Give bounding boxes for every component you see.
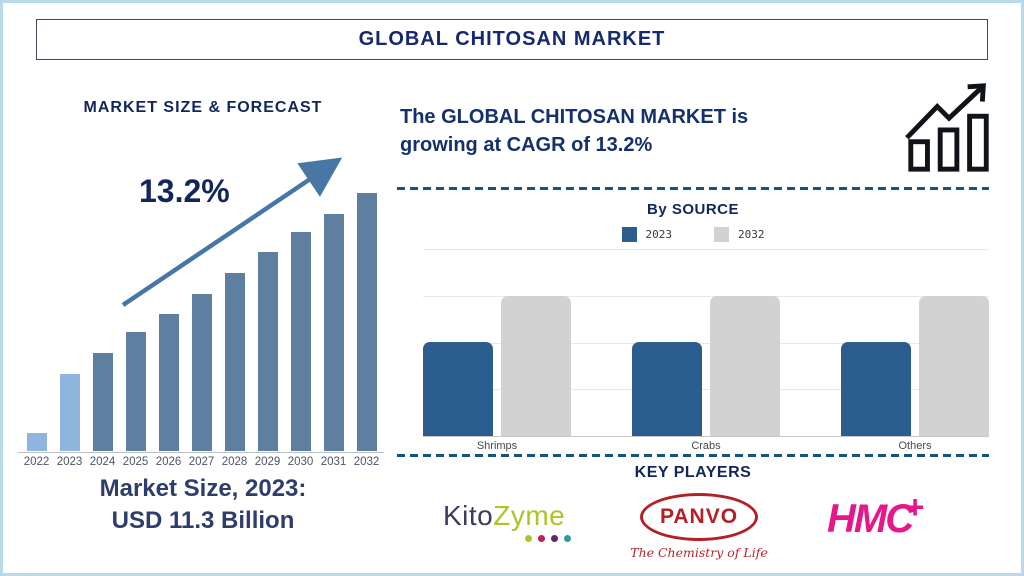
by-source-heading: By SOURCE: [646, 201, 740, 218]
hmc-logo-text: HMC: [827, 497, 914, 541]
page-title: GLOBAL CHITOSAN MARKET: [358, 28, 666, 50]
forecast-x-label: 2026: [155, 456, 182, 468]
kitozyme-dot: [538, 535, 545, 542]
gridline: [423, 296, 989, 297]
dashed-divider-bottom: [397, 454, 989, 457]
bar-chart-rising-arrow-icon: [905, 83, 989, 172]
forecast-bar-column: 2031: [317, 214, 350, 470]
forecast-bar-column: 2026: [152, 314, 185, 470]
headline: The GLOBAL CHITOSAN MARKET is growing at…: [400, 103, 880, 159]
forecast-bar: [356, 193, 377, 451]
key-players-heading: KEY PLAYERS: [634, 464, 752, 481]
kitozyme-text-secondary: Zyme: [493, 500, 566, 531]
source-chart: [423, 249, 989, 437]
forecast-bar-column: 2022: [20, 433, 53, 470]
panvo-logo: PANVO The Chemistry of Life: [629, 493, 769, 560]
source-bar-group: [423, 296, 571, 436]
forecast-bar: [323, 214, 344, 451]
title-box: GLOBAL CHITOSAN MARKET: [36, 19, 988, 60]
forecast-bar-column: 2024: [86, 353, 119, 470]
forecast-bar-column: 2023: [53, 374, 86, 470]
forecast-bar: [158, 314, 179, 451]
forecast-bar: [125, 332, 146, 451]
source-x-label: Crabs: [691, 440, 721, 452]
forecast-bar: [191, 294, 212, 451]
legend-item-2023: 2023: [621, 227, 673, 242]
forecast-bar-column: 2027: [185, 294, 218, 470]
source-bar-2032: [919, 296, 989, 436]
dashed-divider-top: [397, 187, 989, 190]
forecast-bar: [290, 232, 311, 451]
legend-label: 2023: [645, 228, 673, 241]
source-bar-2023: [423, 342, 493, 436]
forecast-x-label: 2024: [89, 456, 116, 468]
source-bar-2023: [632, 342, 702, 436]
kitozyme-text-primary: Kito: [443, 500, 494, 531]
kitozyme-dot: [551, 535, 558, 542]
legend-swatch: [714, 227, 729, 242]
forecast-x-label: 2031: [320, 456, 347, 468]
forecast-bar: [92, 353, 113, 451]
kitozyme-logo-text: KitoZyme: [443, 500, 583, 532]
market-size-line2: USD 11.3 Billion: [111, 507, 295, 535]
gridline: [423, 389, 989, 390]
forecast-x-label: 2023: [56, 456, 83, 468]
source-bar-2032: [501, 296, 571, 436]
forecast-x-label: 2025: [122, 456, 149, 468]
source-bar-group: [632, 296, 780, 436]
forecast-bar: [224, 273, 245, 451]
source-legend: 2023 2032: [397, 227, 989, 242]
headline-line2: growing at CAGR of 13.2%: [400, 134, 653, 156]
source-chart-groups: [423, 249, 989, 436]
source-bar-2023: [841, 342, 911, 436]
source-x-label: Shrimps: [476, 440, 518, 452]
forecast-x-label: 2028: [221, 456, 248, 468]
forecast-bar: [26, 433, 47, 451]
legend-label: 2032: [738, 228, 765, 241]
forecast-heading: MARKET SIZE & FORECAST: [83, 99, 323, 116]
forecast-x-label: 2027: [188, 456, 215, 468]
growth-trend-arrow: [121, 157, 343, 307]
kitozyme-logo: KitoZyme: [443, 500, 583, 542]
forecast-bar-column: 2029: [251, 252, 284, 470]
forecast-bar-column: 2032: [350, 193, 383, 470]
forecast-bar-column: 2028: [218, 273, 251, 470]
market-size-callout: Market Size, 2023: USD 11.3 Billion: [21, 473, 385, 537]
forecast-x-label: 2022: [23, 456, 50, 468]
headline-line1: The GLOBAL CHITOSAN MARKET is: [400, 106, 749, 128]
hmc-plus-mark: +: [905, 489, 924, 525]
legend-item-2032: 2032: [714, 227, 765, 242]
forecast-x-label: 2032: [353, 456, 380, 468]
source-chart-labels: Shrimps Crabs Others: [423, 440, 989, 452]
panvo-oval: PANVO: [640, 493, 758, 541]
forecast-bar: [257, 252, 278, 451]
forecast-x-label: 2029: [254, 456, 281, 468]
forecast-bar: [59, 374, 80, 451]
legend-swatch: [621, 227, 637, 242]
forecast-bar-column: 2025: [119, 332, 152, 470]
forecast-chart: 2022 2023 2024 2025 2026 2027 2028 2029 2030 2031…: [20, 193, 383, 470]
forecast-bar-column: 2030: [284, 232, 317, 470]
forecast-x-label: 2030: [287, 456, 314, 468]
kitozyme-dot: [564, 535, 571, 542]
forecast-axis-line: [18, 452, 384, 453]
kitozyme-dots: [443, 535, 583, 542]
gridline: [423, 343, 989, 344]
source-bar-group: [841, 296, 989, 436]
gridline: [423, 249, 989, 250]
cagr-value-label: 13.2%: [139, 173, 230, 209]
hmc-logo: HMC +: [827, 491, 977, 541]
panvo-tagline: The Chemistry of Life: [630, 545, 768, 560]
source-x-label: Others: [898, 440, 932, 452]
market-size-line1: Market Size, 2023:: [99, 475, 307, 502]
kitozyme-dot: [525, 535, 532, 542]
source-bar-2032: [710, 296, 780, 436]
panvo-logo-text: PANVO: [659, 505, 739, 528]
